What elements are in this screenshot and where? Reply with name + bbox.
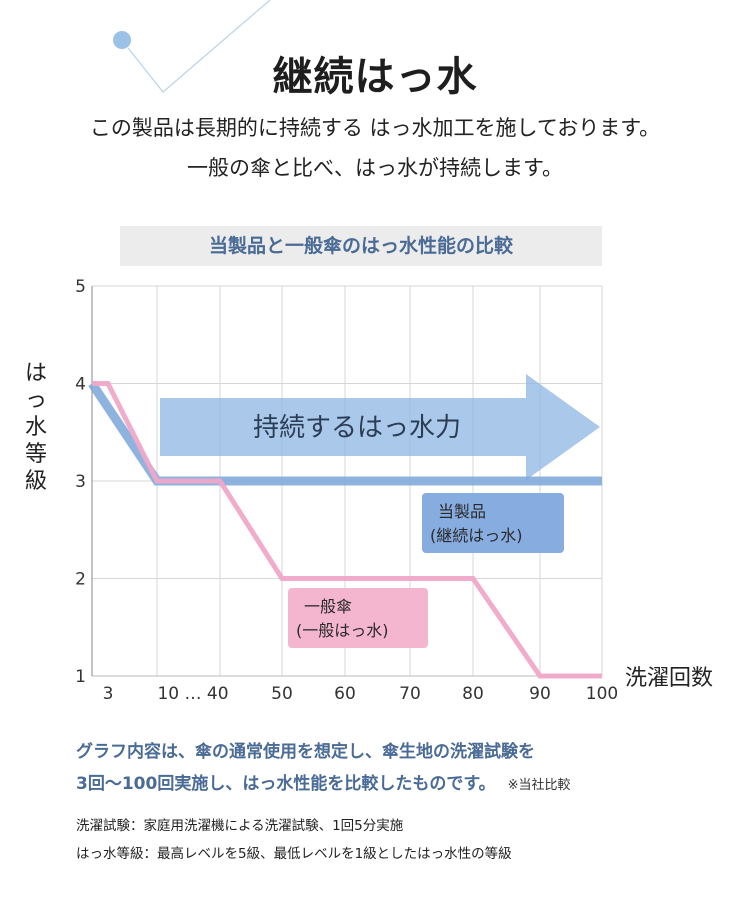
product-label-line-2: (継続はっ水) — [430, 526, 523, 545]
chart-title: 当製品と一般傘のはっ水性能の比較 — [120, 226, 602, 266]
general-label-line-1: 一般傘 — [304, 597, 352, 616]
x-tick-label: 80 — [462, 684, 484, 704]
x-tick-label: 90 — [529, 684, 551, 704]
durability-arrow — [160, 374, 600, 480]
subtitle-line-1: この製品は長期的に持続する はっ水加工を施しております。 — [89, 116, 661, 140]
decoration-dot — [113, 31, 131, 49]
general-series-line — [92, 381, 602, 679]
footnote-repellency-grade: はっ水等級：最高レベルを5級、最低レベルを1級としたはっ水性の等級 — [76, 846, 512, 862]
x-tick-label: 100 — [586, 684, 618, 704]
x-tick-label: 50 — [271, 684, 293, 704]
y-tick-label: 1 — [75, 667, 86, 687]
y-tick-label: 3 — [75, 472, 86, 492]
y-tick-label: 5 — [75, 277, 86, 297]
product-label-box — [422, 493, 564, 553]
subtitle-line-2: 一般の傘と比べ、はっ水が持続します。 — [187, 156, 563, 180]
x-tick-label: 10 … 40 — [157, 684, 228, 704]
y-tick-label: 4 — [75, 375, 86, 395]
y-tick-label: 2 — [75, 570, 86, 590]
comparison-chart: 持続するはっ水力 当製品 (継続はっ水) 一般傘 (一般はっ水) 1 2 3 4 5 3 10 …… — [75, 277, 618, 704]
note-line-2: 3回〜100回実施し、はっ水性能を比較したものです。 ※当社比較 — [76, 769, 571, 794]
page-title: 継続はっ水 — [272, 54, 478, 100]
footnote-wash-test: 洗濯試験：家庭用洗濯機による洗濯試験、1回5分実施 — [76, 818, 404, 834]
x-tick-label: 3 — [103, 684, 114, 704]
decoration-checkmark — [127, 0, 271, 93]
x-axis-label: 洗濯回数 — [625, 666, 714, 691]
y-axis-label: はっ水等級 — [24, 361, 47, 494]
decoration-graphic — [113, 0, 271, 93]
general-label-box — [288, 588, 428, 648]
note-comparison-remark: ※当社比較 — [507, 778, 571, 793]
note-line-1: グラフ内容は、傘の通常使用を想定し、傘生地の洗濯試験を — [76, 742, 535, 762]
general-label-line-2: (一般はっ水) — [296, 621, 389, 640]
x-tick-label: 60 — [334, 684, 356, 704]
arrow-label: 持続するはっ水力 — [253, 413, 461, 443]
product-label-line-1: 当製品 — [438, 502, 486, 521]
x-tick-label: 70 — [399, 684, 421, 704]
note-line-2-text: 3回〜100回実施し、はっ水性能を比較したものです。 — [76, 774, 496, 794]
